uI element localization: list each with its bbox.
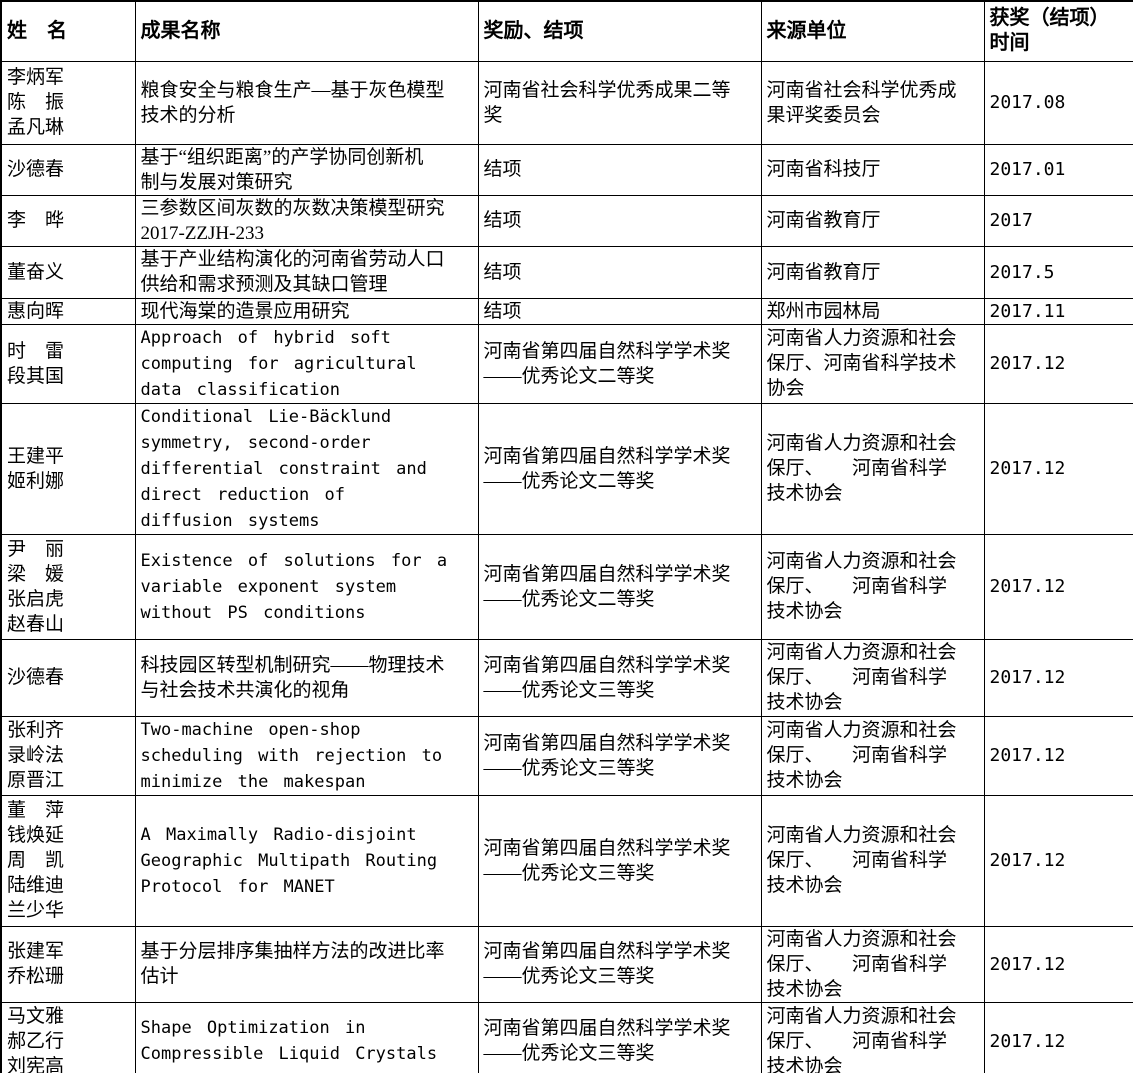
time-cell: 2017.12 (983, 1001, 1133, 1073)
achievement-cell: 基于分层排序集抽样方法的改进比率 估计 (134, 925, 479, 1003)
source-cell: 河南省教育厅 (760, 245, 985, 299)
time-cell: 2017.12 (983, 715, 1133, 796)
table-row: 董奋义 基于产业结构演化的河南省劳动人口 供给和需求预测及其缺口管理 结项 河南省教育… (0, 245, 1133, 299)
source-cell: 河南省人力资源和社会 保厅、 河南省科学 技术协会 (760, 638, 985, 717)
table-row: 惠向晖 现代海棠的造景应用研究 结项 郑州市园林局 2017.11 (0, 297, 1133, 325)
header-row: 姓 名 成果名称 奖励、结项 来源单位 获奖（结项） 时间 (0, 0, 1133, 62)
table-row: 沙德春 基于“组织距离”的产学协同创新机 制与发展对策研究 结项 河南省科技厅 2017… (0, 143, 1133, 196)
time-cell: 2017.11 (983, 297, 1133, 325)
achievement-cell: Approach of hybrid soft computing for ag… (134, 323, 479, 404)
time-cell: 2017.12 (983, 402, 1133, 535)
time-cell: 2017.12 (983, 925, 1133, 1003)
source-cell: 河南省人力资源和社会 保厅、 河南省科学 技术协会 (760, 402, 985, 535)
award-cell: 结项 (477, 194, 762, 247)
source-cell: 河南省教育厅 (760, 194, 985, 247)
achievement-cell: Two-machine open-shop scheduling with re… (134, 715, 479, 796)
source-cell: 郑州市园林局 (760, 297, 985, 325)
time-cell: 2017.08 (983, 60, 1133, 145)
achievement-cell: A Maximally Radio-disjoint Geographic Mu… (134, 794, 479, 927)
source-cell: 河南省人力资源和社会 保厅、 河南省科学 技术协会 (760, 1001, 985, 1073)
achievement-cell: 粮食安全与粮食生产—基于灰色模型 技术的分析 (134, 60, 479, 145)
name-cell: 沙德春 (0, 638, 136, 717)
header-time: 获奖（结项） 时间 (983, 0, 1133, 62)
header-achievement: 成果名称 (134, 0, 479, 62)
time-cell: 2017.12 (983, 638, 1133, 717)
award-cell: 河南省第四届自然科学学术奖 ——优秀论文二等奖 (477, 402, 762, 535)
time-cell: 2017.12 (983, 794, 1133, 927)
source-cell: 河南省人力资源和社会 保厅、河南省科学技术 协会 (760, 323, 985, 404)
time-cell: 2017.12 (983, 323, 1133, 404)
time-cell: 2017.5 (983, 245, 1133, 299)
name-cell: 董 萍 钱焕延 周 凯 陆维迪 兰少华 (0, 794, 136, 927)
award-cell: 河南省第四届自然科学学术奖 ——优秀论文三等奖 (477, 715, 762, 796)
award-cell: 结项 (477, 297, 762, 325)
award-cell: 结项 (477, 245, 762, 299)
achievement-cell: Existence of solutions for a variable ex… (134, 533, 479, 640)
name-cell: 张建军 乔松珊 (0, 925, 136, 1003)
achievement-cell: 三参数区间灰数的灰数决策模型研究 2017-ZZJH-233 (134, 194, 479, 247)
award-cell: 河南省第四届自然科学学术奖 ——优秀论文二等奖 (477, 323, 762, 404)
award-cell: 河南省社会科学优秀成果二等 奖 (477, 60, 762, 145)
time-cell: 2017.12 (983, 533, 1133, 640)
award-cell: 河南省第四届自然科学学术奖 ——优秀论文三等奖 (477, 925, 762, 1003)
table-row: 李炳军 陈 振 孟凡琳 粮食安全与粮食生产—基于灰色模型 技术的分析 河南省社会科学… (0, 60, 1133, 145)
achievement-cell: 基于产业结构演化的河南省劳动人口 供给和需求预测及其缺口管理 (134, 245, 479, 299)
name-cell: 李 晔 (0, 194, 136, 247)
time-cell: 2017.01 (983, 143, 1133, 196)
achievement-cell: 基于“组织距离”的产学协同创新机 制与发展对策研究 (134, 143, 479, 196)
header-award: 奖励、结项 (477, 0, 762, 62)
table-row: 张建军 乔松珊 基于分层排序集抽样方法的改进比率 估计 河南省第四届自然科学学术奖 … (0, 925, 1133, 1003)
table-row: 董 萍 钱焕延 周 凯 陆维迪 兰少华 A Maximally Radio-dis… (0, 794, 1133, 927)
table-row: 尹 丽 梁 媛 张启虎 赵春山 Existence of solutions fo… (0, 533, 1133, 640)
name-cell: 沙德春 (0, 143, 136, 196)
award-cell: 河南省第四届自然科学学术奖 ——优秀论文三等奖 (477, 638, 762, 717)
achievement-cell: Conditional Lie-Bäcklund symmetry, secon… (134, 402, 479, 535)
name-cell: 王建平 姬利娜 (0, 402, 136, 535)
time-cell: 2017 (983, 194, 1133, 247)
source-cell: 河南省人力资源和社会 保厅、 河南省科学 技术协会 (760, 533, 985, 640)
achievement-cell: Shape Optimization in Compressible Liqui… (134, 1001, 479, 1073)
table-row: 张利齐 录岭法 原晋江 Two-machine open-shop schedul… (0, 715, 1133, 796)
table-row: 王建平 姬利娜 Conditional Lie-Bäcklund symmetry… (0, 402, 1133, 535)
source-cell: 河南省科技厅 (760, 143, 985, 196)
source-cell: 河南省人力资源和社会 保厅、 河南省科学 技术协会 (760, 715, 985, 796)
award-cell: 河南省第四届自然科学学术奖 ——优秀论文三等奖 (477, 1001, 762, 1073)
table-row: 马文雅 郝乙行 刘宪高 Shape Optimization in Compres… (0, 1001, 1133, 1073)
name-cell: 李炳军 陈 振 孟凡琳 (0, 60, 136, 145)
name-cell: 时 雷 段其国 (0, 323, 136, 404)
award-cell: 河南省第四届自然科学学术奖 ——优秀论文三等奖 (477, 794, 762, 927)
table-row: 时 雷 段其国 Approach of hybrid soft computing… (0, 323, 1133, 404)
table-row: 李 晔三参数区间灰数的灰数决策模型研究 2017-ZZJH-233 结项 河南省教育… (0, 194, 1133, 247)
award-cell: 结项 (477, 143, 762, 196)
source-cell: 河南省社会科学优秀成 果评奖委员会 (760, 60, 985, 145)
source-cell: 河南省人力资源和社会 保厅、 河南省科学 技术协会 (760, 794, 985, 927)
award-cell: 河南省第四届自然科学学术奖 ——优秀论文二等奖 (477, 533, 762, 640)
achievement-cell: 科技园区转型机制研究——物理技术 与社会技术共演化的视角 (134, 638, 479, 717)
name-cell: 张利齐 录岭法 原晋江 (0, 715, 136, 796)
achievement-cell: 现代海棠的造景应用研究 (134, 297, 479, 325)
awards-table-body: 李炳军 陈 振 孟凡琳 粮食安全与粮食生产—基于灰色模型 技术的分析 河南省社会科学… (0, 60, 1133, 1073)
name-cell: 尹 丽 梁 媛 张启虎 赵春山 (0, 533, 136, 640)
source-cell: 河南省人力资源和社会 保厅、 河南省科学 技术协会 (760, 925, 985, 1003)
name-cell: 惠向晖 (0, 297, 136, 325)
name-cell: 马文雅 郝乙行 刘宪高 (0, 1001, 136, 1073)
table-row: 沙德春 科技园区转型机制研究——物理技术 与社会技术共演化的视角 河南省第四届自然科… (0, 638, 1133, 717)
name-cell: 董奋义 (0, 245, 136, 299)
header-name: 姓 名 (0, 0, 136, 62)
header-source: 来源单位 (760, 0, 985, 62)
